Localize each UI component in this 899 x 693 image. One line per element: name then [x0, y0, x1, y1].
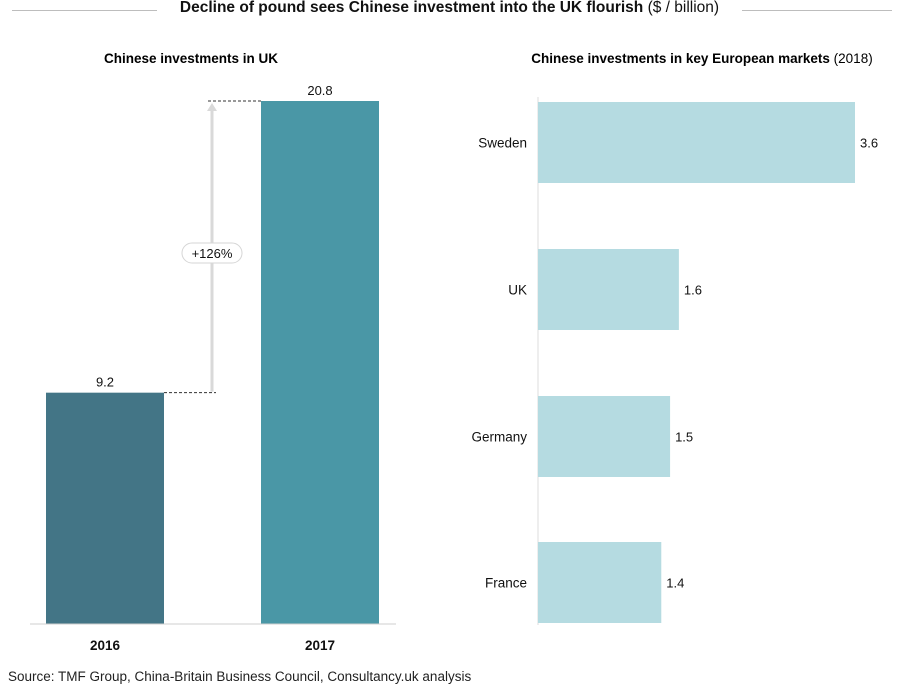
- growth-label-pill: [181, 242, 243, 264]
- right-chart-title: Chinese investments in key European mark…: [531, 51, 872, 66]
- bar-sweden: [538, 102, 855, 183]
- bar-germany: [538, 396, 671, 477]
- right-chart-title-text: Chinese investments in key European mark…: [531, 51, 830, 66]
- growth-label: +126%: [192, 246, 233, 261]
- right-chart-title-year: (2018): [834, 51, 873, 66]
- category-label-uk: UK: [508, 283, 527, 298]
- bar-value-label-france: 1.4: [666, 576, 684, 591]
- growth-arrowhead: [207, 103, 217, 111]
- category-label-2017: 2017: [305, 638, 335, 653]
- left-bar-group: 9.2 2016 20.8 2017: [46, 83, 379, 653]
- bar-2017: [261, 101, 379, 624]
- source-note: Source: TMF Group, China-Britain Busines…: [8, 669, 472, 684]
- main-title: Decline of pound sees Chinese investment…: [163, 0, 736, 17]
- right-bar-group: 3.6 Sweden 1.6 UK 1.5 Germany 1.4 France: [471, 102, 878, 623]
- bar-value-label-germany: 1.5: [675, 430, 693, 445]
- bar-france: [538, 542, 662, 623]
- category-label-sweden: Sweden: [478, 136, 527, 151]
- bar-2016: [46, 392, 164, 624]
- bar-value-label-uk: 1.6: [684, 283, 702, 298]
- category-label-2016: 2016: [90, 638, 121, 653]
- left-chart-title: Chinese investments in UK: [104, 51, 278, 66]
- title-rule-right: [742, 10, 892, 11]
- growth-annotation: +126%: [164, 100, 261, 394]
- category-label-france: France: [485, 576, 527, 591]
- main-title-text: Decline of pound sees Chinese investment…: [179, 0, 644, 16]
- bar-value-label-2017: 20.8: [307, 83, 332, 98]
- bar-uk: [538, 249, 679, 330]
- category-label-germany: Germany: [471, 430, 527, 445]
- bar-value-label-sweden: 3.6: [860, 136, 878, 151]
- bar-value-label-2016: 9.2: [96, 375, 114, 390]
- main-title-unit: ($ / billion): [647, 0, 720, 16]
- title-rule-left: [12, 10, 157, 11]
- title-row: Decline of pound sees Chinese investment…: [0, 0, 899, 22]
